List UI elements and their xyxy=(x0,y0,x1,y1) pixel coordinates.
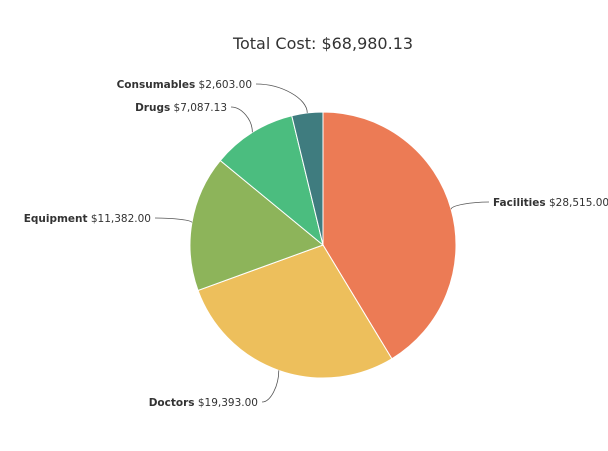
data-label-value: $19,393.00 xyxy=(195,397,258,409)
data-label-name: Equipment xyxy=(24,213,88,225)
data-label-name: Doctors xyxy=(149,397,195,409)
pie-slice-equipment[interactable] xyxy=(189,159,324,292)
data-label-name: Facilities xyxy=(493,197,546,209)
chart-title: Total Cost: $68,980.13 xyxy=(232,34,413,53)
connector-line xyxy=(230,106,253,133)
connector-line xyxy=(255,83,308,113)
connector-line xyxy=(450,201,490,210)
data-label: Consumables $2,603.00 xyxy=(117,79,252,91)
connector-line xyxy=(261,370,280,403)
data-label-value: $2,603.00 xyxy=(195,79,252,91)
data-label-name: Consumables xyxy=(117,79,196,91)
pie-slice-drugs[interactable] xyxy=(219,115,324,247)
data-label: Facilities $28,515.00 xyxy=(493,197,608,209)
data-label-name: Drugs xyxy=(135,102,170,114)
data-label-value: $28,515.00 xyxy=(546,197,608,209)
data-label: Drugs $7,087.13 xyxy=(135,102,227,114)
pie-slice-consumables[interactable] xyxy=(291,111,324,246)
data-label: Doctors $19,393.00 xyxy=(149,397,258,409)
pie-slice-facilities[interactable] xyxy=(322,111,457,360)
data-label-value: $11,382.00 xyxy=(88,213,151,225)
data-label: Equipment $11,382.00 xyxy=(24,213,151,225)
pie-slice-doctors[interactable] xyxy=(197,244,393,379)
connector-line xyxy=(154,217,193,223)
data-label-value: $7,087.13 xyxy=(170,102,227,114)
